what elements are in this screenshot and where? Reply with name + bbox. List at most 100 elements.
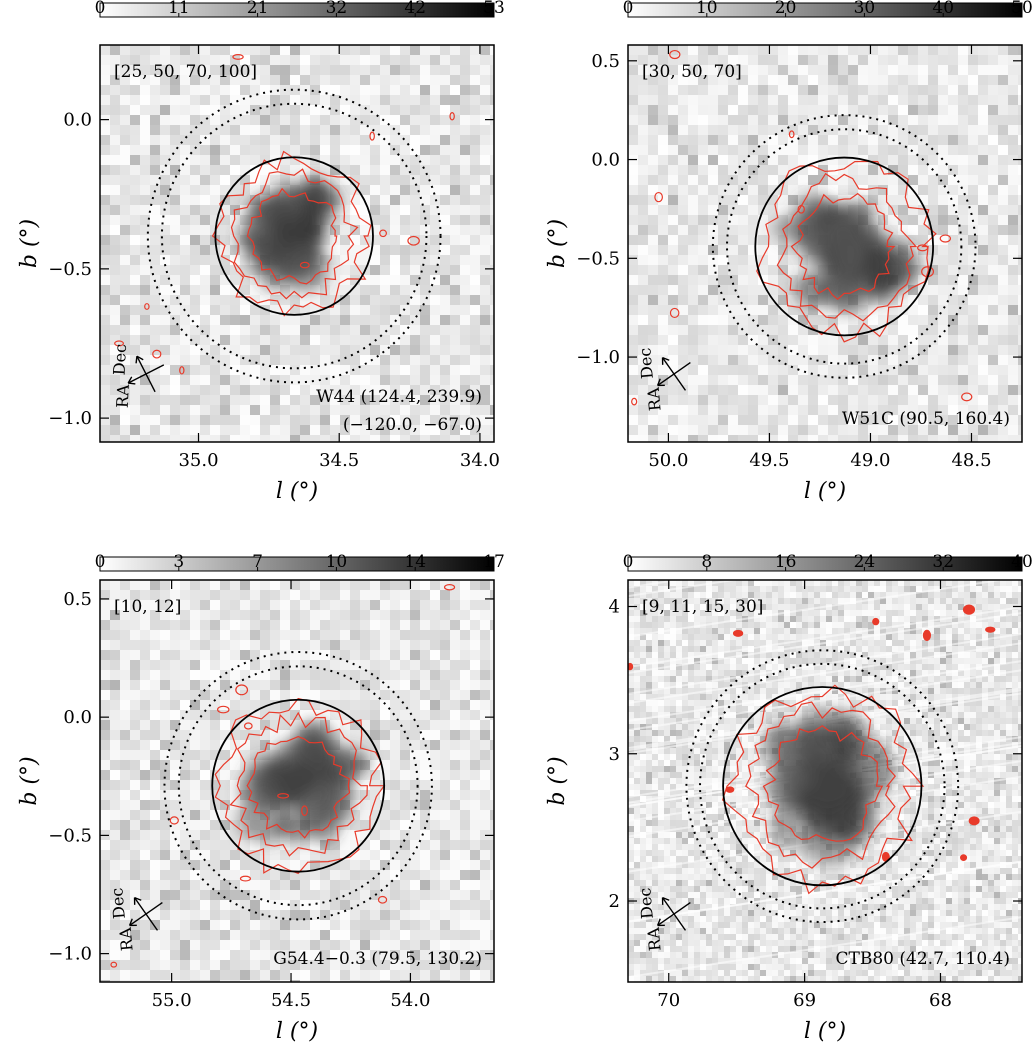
dec-arrow [136,355,156,393]
source-position-label: (−120.0, −67.0) [343,415,482,435]
colorbar-tick-label: 24 [854,552,876,572]
contour-levels-label: [9, 11, 15, 30] [642,597,763,617]
dec-arrowhead [133,896,142,905]
emission-region [237,720,371,843]
contour-source [922,629,932,641]
colorbar-tick-label: 3 [173,552,184,572]
contours [110,584,456,968]
y-tick-label: 0.0 [63,707,92,728]
contour-line [230,168,359,300]
colorbar-tick-label: 0 [623,0,634,18]
contour-line [745,701,896,869]
y-tick-label: −1.0 [48,944,92,965]
panel-3: 0 3 7 10 14 17 55.0 54.5 54.0 0.5 0.0 −0.5 −1.0 l (°)… [17,552,505,1044]
source-circle [754,156,934,337]
ra-label: RA [644,386,665,412]
colorbar-tick-label: 0 [623,552,634,572]
dec-arrowhead [661,356,670,365]
contour-source [144,303,150,310]
contour-source [797,204,805,214]
source-name-label: W44 (124.4, 239.9) [316,387,482,407]
colorbar-tick-label: 17 [483,552,505,572]
background-ring-inner [160,102,428,370]
contour-source [732,629,744,637]
source-name-label: W51C (90.5, 160.4) [842,409,1010,429]
contour-source [407,235,420,246]
ra-arrowhead [127,376,136,385]
contour-source [369,131,375,141]
ra-arrowhead [128,918,137,927]
x-axis-label: l (°) [276,479,318,504]
map-image [628,580,1022,982]
contour-source [631,397,638,406]
x-tick-label: 50.0 [648,450,688,471]
y-axis-label: b (°) [17,756,42,805]
contour-source [301,805,308,816]
colorbar-tick-label: 11 [168,0,190,18]
emission-region [775,194,921,312]
contour-source [235,684,249,696]
colorbar [627,2,1023,18]
compass-arrows: Dec RA [635,347,691,412]
y-tick-label: 0.5 [63,589,92,610]
colorbar-tick-label: 30 [854,0,876,18]
x-axis-label: l (°) [276,1019,318,1044]
y-tick-label: −0.5 [48,259,92,280]
x-tick-label: 69 [793,990,816,1011]
dec-arrow [661,357,687,391]
y-tick-label: 0.0 [591,150,620,171]
panel-2: 0 10 20 30 40 50 50.0 49.5 49.0 48.5 0.5 0.0 −0.5 −1.… [545,0,1033,504]
emission-region [236,176,341,294]
contour-source [217,705,230,714]
source-circle [211,698,386,873]
contour-source [968,816,980,826]
colorbar-tick-label: 0 [95,0,106,18]
compass-arrows: Dec RA [107,887,163,952]
dec-label: Dec [635,887,657,920]
colorbar-tick-label: 8 [701,552,712,572]
colorbar-tick-label: 53 [483,0,505,18]
y-tick-label: 0.5 [591,51,620,72]
colorbar [99,556,495,572]
x-tick-label: 34.5 [319,450,359,471]
colorbar [99,2,495,18]
dec-arrow [133,897,159,931]
contour-line [229,711,368,857]
contours [628,604,996,895]
colorbar-tick-label: 20 [775,0,797,18]
map-image [100,580,494,982]
contour-source [961,392,973,402]
contour-source [654,191,663,203]
plot-frame [99,579,495,983]
colorbar-tick-label: 10 [326,552,348,572]
dec-label: Dec [635,347,657,380]
emission-region [764,707,895,866]
x-tick-label: 70 [657,990,680,1011]
y-tick-label: −1.0 [48,408,92,429]
contour-source [277,793,290,799]
ra-label: RA [644,926,665,952]
contour-source [628,662,634,671]
contour-levels-label: [10, 12] [114,597,181,617]
ra-arrowhead [656,918,665,927]
contour-source [669,307,680,319]
colorbar-tick-label: 50 [1011,0,1033,18]
contour-source [299,261,310,269]
y-tick-label: −1.0 [576,347,620,368]
background-ring-outer [163,651,433,921]
source-name-label: G54.4−0.3 (79.5, 130.2) [273,949,482,969]
contour-source [725,786,735,793]
source-circle [722,686,923,887]
colorbar-tick-label: 32 [932,552,954,572]
contour-levels-label: [25, 50, 70, 100] [114,62,257,82]
contour-source [917,244,929,252]
contour-line [776,172,918,322]
contour-source [939,234,952,243]
contour-line [246,187,338,285]
contour-source [960,854,968,861]
y-axis-label: b (°) [545,219,570,268]
contour-source [669,49,681,60]
map-image [628,45,1022,442]
x-tick-label: 54.0 [390,990,430,1011]
